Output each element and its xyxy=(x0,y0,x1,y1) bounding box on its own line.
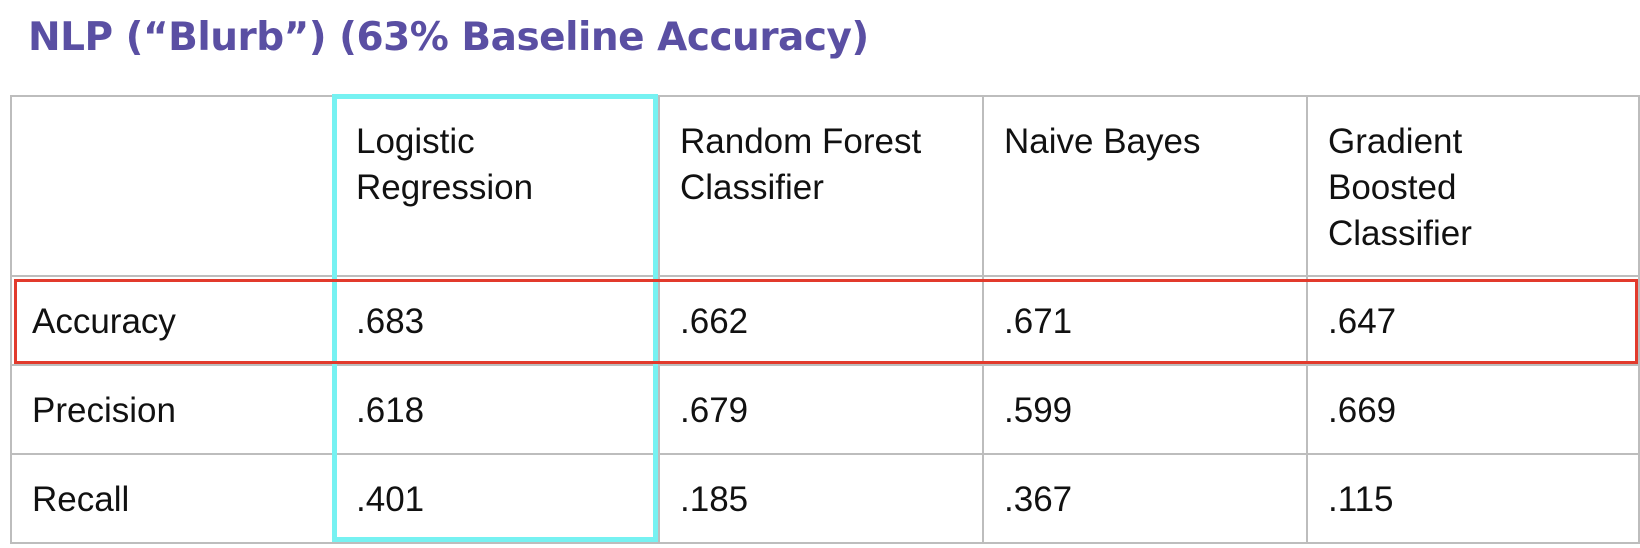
page-title: NLP (“Blurb”) (63% Baseline Accuracy) xyxy=(28,15,869,60)
header-cell-naive-bayes: Naive Bayes xyxy=(982,95,1308,277)
data-cell: .683 xyxy=(334,275,660,366)
data-cell: .401 xyxy=(334,453,660,544)
data-cell: .679 xyxy=(658,364,984,455)
row-label: Recall xyxy=(10,453,336,544)
header-cell-gradient-boosted: Gradient Boosted Classifier xyxy=(1306,95,1640,277)
data-cell: .367 xyxy=(982,453,1308,544)
data-cell: .662 xyxy=(658,275,984,366)
data-cell: .599 xyxy=(982,364,1308,455)
results-table: Logistic Regression Random Forest Classi… xyxy=(10,95,1640,544)
header-row: Logistic Regression Random Forest Classi… xyxy=(10,95,1640,277)
table-row-recall: Recall .401 .185 .367 .115 xyxy=(10,453,1640,544)
data-cell: .115 xyxy=(1306,453,1640,544)
table-row-precision: Precision .618 .679 .599 .669 xyxy=(10,364,1640,455)
row-label: Accuracy xyxy=(10,275,336,366)
row-label: Precision xyxy=(10,364,336,455)
data-cell: .647 xyxy=(1306,275,1640,366)
header-cell-logistic-regression: Logistic Regression xyxy=(334,95,660,277)
header-cell-empty xyxy=(10,95,336,277)
data-cell: .669 xyxy=(1306,364,1640,455)
data-cell: .185 xyxy=(658,453,984,544)
header-cell-random-forest: Random Forest Classifier xyxy=(658,95,984,277)
data-cell: .618 xyxy=(334,364,660,455)
data-cell: .671 xyxy=(982,275,1308,366)
table-row-accuracy: Accuracy .683 .662 .671 .647 xyxy=(10,275,1640,366)
